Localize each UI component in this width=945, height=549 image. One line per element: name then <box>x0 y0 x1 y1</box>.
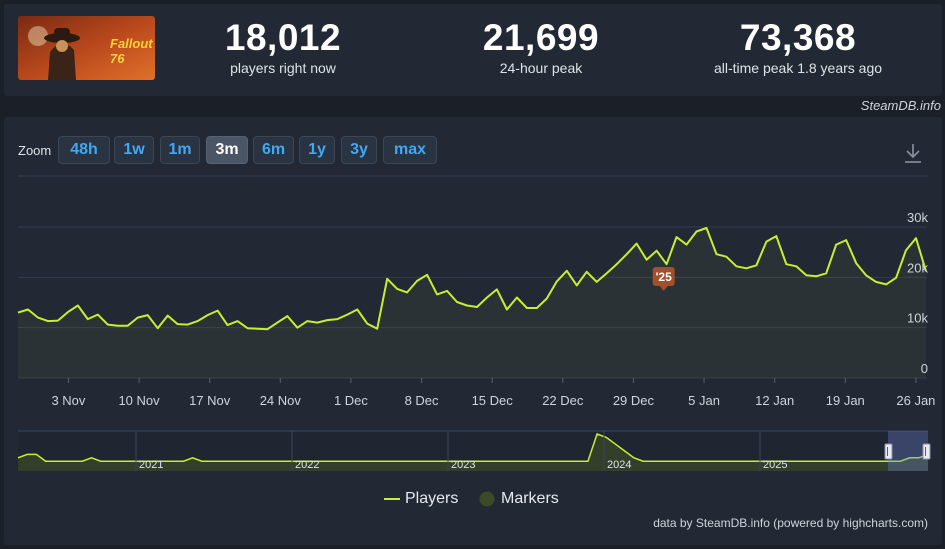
zoom-button-max[interactable]: max <box>383 136 437 164</box>
stats-panel <box>4 4 942 96</box>
capsule-logo: Fallout 76 <box>110 36 153 66</box>
all-time-peak-label: all-time peak 1.8 years ago <box>713 60 883 76</box>
players-area <box>18 228 926 378</box>
fallout-capsule-art <box>18 16 155 80</box>
stat-current-players: 18,012 players right now <box>168 17 398 77</box>
x-tick-label: 24 Nov <box>260 393 302 408</box>
chart-credits[interactable]: data by SteamDB.info (powered by highcha… <box>653 516 928 530</box>
x-tick-label: 8 Dec <box>405 393 439 408</box>
legend-players-label: Players <box>405 490 459 507</box>
steamdb-brand-link[interactable]: SteamDB.info <box>860 98 941 113</box>
zoom-button-1y[interactable]: 1y <box>299 136 335 164</box>
x-tick-label: 15 Dec <box>472 393 514 408</box>
zoom-button-3m[interactable]: 3m <box>206 136 248 164</box>
navigator-year-label: 2025 <box>763 459 787 471</box>
navigator-selection[interactable] <box>888 431 928 471</box>
navigator-line <box>17 433 929 462</box>
x-tick-label: 10 Nov <box>118 393 160 408</box>
year-marker-pointer <box>659 286 668 291</box>
game-capsule-image[interactable]: Fallout 76 <box>18 16 155 80</box>
current-players-value: 18,012 <box>224 17 342 58</box>
zoom-button-1m[interactable]: 1m <box>160 136 200 164</box>
zoom-button-3y[interactable]: 3y <box>341 136 377 164</box>
zoom-button-1w[interactable]: 1w <box>114 136 154 164</box>
zoom-button-48h[interactable]: 48h <box>58 136 110 164</box>
y-tick-label: 10k <box>907 311 928 326</box>
x-tick-label: 22 Dec <box>542 393 584 408</box>
all-time-peak-value: 73,368 <box>739 17 857 58</box>
peak-24h-label: 24-hour peak <box>499 60 583 76</box>
navigator-year-label: 2021 <box>139 459 163 471</box>
year-marker-badge[interactable] <box>652 267 675 286</box>
navigator-handle-left[interactable] <box>884 443 893 460</box>
x-tick-label: 26 Jan <box>896 393 935 408</box>
current-players-label: players right now <box>230 60 336 76</box>
navigator-handle-right[interactable] <box>922 443 931 460</box>
players-series-line[interactable] <box>17 227 927 331</box>
x-tick-label: 17 Nov <box>189 393 231 408</box>
zoom-button-6m[interactable]: 6m <box>253 136 294 164</box>
legend-markers[interactable]: Markers <box>479 490 559 508</box>
y-tick-label: 20k <box>907 260 928 275</box>
x-tick-label: 1 Dec <box>334 393 368 408</box>
stat-24h-peak: 21,699 24-hour peak <box>426 17 656 77</box>
legend-markers-label: Markers <box>501 490 559 507</box>
legend-players[interactable]: Players <box>384 490 458 508</box>
zoom-label: Zoom <box>18 143 52 158</box>
stat-all-time-peak: 73,368 all-time peak 1.8 years ago <box>683 17 913 77</box>
year-marker-label: '25 <box>656 270 673 284</box>
navigator-year-label: 2023 <box>451 459 475 471</box>
x-tick-label: 5 Jan <box>688 393 720 408</box>
x-tick-label: 29 Dec <box>613 393 655 408</box>
y-tick-label: 0 <box>921 361 928 376</box>
navigator-year-label: 2022 <box>295 459 319 471</box>
chart-panel <box>4 117 942 545</box>
x-tick-label: 19 Jan <box>826 393 865 408</box>
peak-24h-value: 21,699 <box>482 17 600 58</box>
navigator-year-label: 2024 <box>607 459 631 471</box>
x-tick-label: 12 Jan <box>755 393 794 408</box>
y-tick-label: 30k <box>907 210 928 225</box>
x-tick-label: 3 Nov <box>51 393 85 408</box>
download-icon[interactable] <box>903 142 923 169</box>
